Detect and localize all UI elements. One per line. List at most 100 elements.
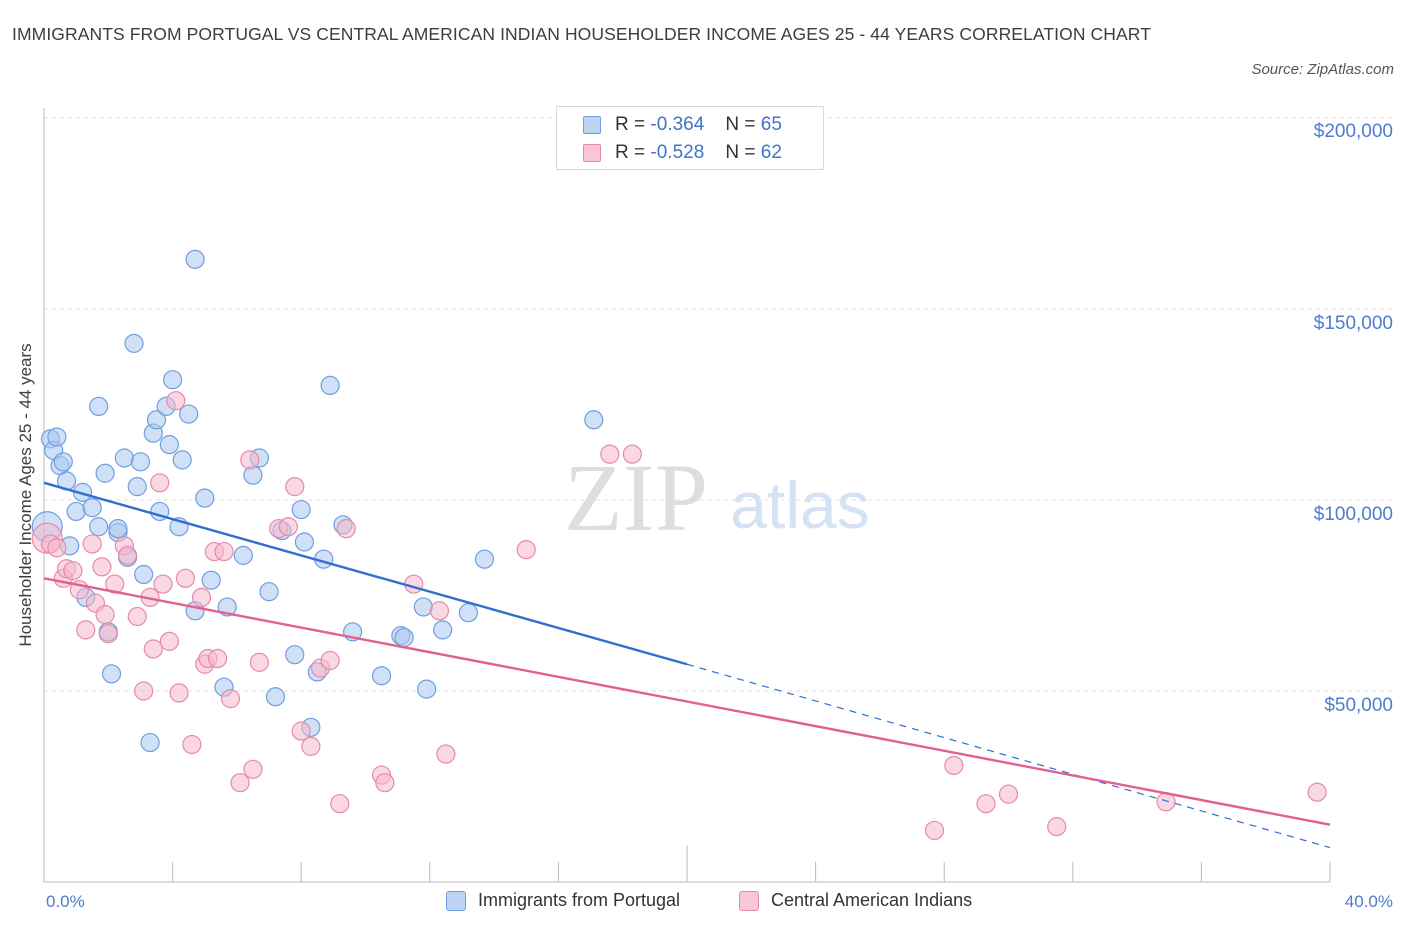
axes [43,108,1331,883]
point-central-american [600,444,620,464]
legend-r-label: R = [615,114,646,135]
point-portugal [101,664,122,684]
point-central-american [220,689,241,709]
legend-r-label: R = [615,142,646,163]
point-portugal [159,435,179,455]
point-central-american [998,784,1019,804]
point-portugal [124,333,144,353]
point-portugal [53,452,73,472]
series-legend-portugal: Immigrants from Portugal [446,890,680,911]
point-portugal [413,597,433,617]
point-central-american [436,744,456,764]
point-central-american [291,721,311,741]
x-tick-label: 40.0% [1344,892,1393,911]
point-central-american [208,648,228,669]
point-central-american [404,574,424,594]
legend-n-value: 65 [760,114,782,135]
point-central-american [243,759,263,779]
point-central-american [76,620,96,640]
source-label: Source: ZipAtlas.com [1251,61,1394,78]
point-portugal [394,627,414,648]
stats-legend: R = -0.364 N = 65 R = -0.528 N = 62 [556,106,824,170]
point-portugal [47,427,67,447]
point-portugal [458,603,478,623]
point-central-american [924,820,945,841]
legend-n-label: N = [725,142,756,163]
point-portugal [127,477,147,497]
point-portugal [114,448,134,468]
point-portugal [259,582,279,602]
point-portugal [140,732,160,753]
point-portugal [291,499,311,520]
point-central-american [240,450,260,470]
point-portugal [179,404,199,424]
point-central-american [63,561,83,581]
legend-row-central-american: R = -0.528 N = 62 [583,141,782,165]
point-portugal [265,687,286,707]
trend-lines [43,481,1331,849]
series-swatch-pink [739,890,759,911]
y-axis-label: Householder Income Ages 25 - 44 years [16,343,35,647]
point-central-american [429,601,450,621]
point-central-american [117,545,138,565]
point-portugal [89,517,109,537]
legend-n-value: 62 [760,142,782,163]
gridlines [44,117,1395,692]
point-central-american [95,604,115,625]
point-central-american [92,557,112,577]
point-portugal [146,410,167,430]
trend-line [43,481,688,666]
point-central-american [214,541,234,562]
point-central-american [320,650,340,671]
point-central-american [944,755,964,776]
point-portugal [195,488,215,508]
point-portugal [89,396,109,417]
x-tick-label: 0.0% [46,892,85,911]
chart-title: IMMIGRANTS FROM PORTUGAL VS CENTRAL AMER… [12,24,1152,44]
series-name: Central American Indians [771,890,973,910]
point-central-american [182,734,202,755]
point-portugal [172,450,192,470]
point-portugal [285,645,305,665]
point-central-american [169,683,189,703]
point-portugal [185,249,205,269]
point-portugal [233,545,253,565]
point-central-american [278,517,298,537]
point-central-american [159,631,179,651]
legend-row-portugal: R = -0.364 N = 65 [583,113,782,137]
legend-r-value: -0.364 [650,114,705,135]
point-portugal [416,679,437,699]
point-central-american [249,652,270,672]
point-portugal [294,532,315,552]
point-central-american [98,624,118,644]
point-central-american [375,773,395,793]
point-central-american [301,736,321,756]
point-portugal [130,452,151,472]
point-central-american [622,444,642,464]
point-central-american [47,538,67,558]
y-tick-label: $100,000 [1313,504,1393,525]
trend-line [43,577,1331,826]
series-name: Immigrants from Portugal [478,890,681,910]
point-central-american [191,587,212,608]
point-central-american [134,681,154,701]
point-central-american [1307,782,1327,802]
trend-line-extension [686,663,1331,849]
point-portugal [82,498,102,518]
point-portugal [95,463,115,483]
point-portugal [108,519,128,539]
point-central-american [516,540,536,560]
legend-swatch-pink [583,144,601,162]
data-points [31,249,1327,841]
point-portugal [474,549,495,569]
point-portugal [201,570,221,590]
point-portugal [371,666,392,686]
point-central-american [127,606,147,627]
point-central-american [330,794,350,814]
watermark-atlas: atlas [730,468,869,542]
point-central-american [82,534,102,554]
point-central-american [976,794,996,814]
point-portugal [320,375,340,395]
point-central-american [336,519,356,539]
